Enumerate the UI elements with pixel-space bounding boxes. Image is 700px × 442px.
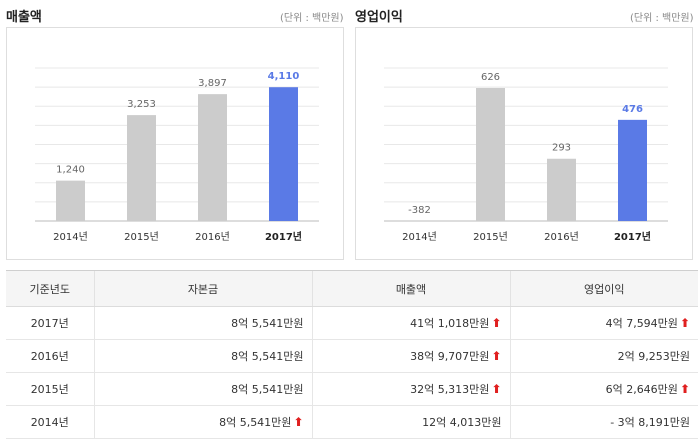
bar-value-label: 293 — [552, 143, 571, 154]
year-cell: 2014년 — [6, 405, 94, 439]
x-tick-label: 2014년 — [402, 231, 437, 243]
year-cell: 2015년 — [6, 372, 94, 406]
up-arrow-icon: ⬆ — [679, 316, 690, 330]
bar-value-label: 3,253 — [127, 99, 156, 110]
x-tick-label: 2017년 — [614, 230, 651, 243]
op-profit-cell: 2억 9,253만원 — [509, 339, 698, 373]
bar-2017년[interactable] — [269, 87, 298, 221]
table-row: 2015년 8억 5,541만원 32억 5,313만원 ⬆ 6억 2,646만원 ⬆ — [6, 372, 698, 406]
x-tick-label: 2016년 — [544, 231, 579, 243]
up-arrow-icon: ⬆ — [491, 316, 502, 330]
bar-value-label: 626 — [481, 72, 500, 83]
x-tick-label: 2014년 — [53, 231, 88, 243]
header-sales: 매출액 — [311, 270, 510, 307]
x-tick-label: 2017년 — [265, 230, 302, 243]
bar-value-label: 476 — [622, 104, 643, 115]
bar-value-label: 1,240 — [56, 165, 85, 176]
table-row: 2016년 8억 5,541만원 38억 9,707만원 ⬆ 2억 9,253만원 — [6, 339, 698, 373]
bar-2015년[interactable] — [127, 115, 156, 221]
op-profit-cell: 4억 7,594만원 ⬆ — [509, 306, 698, 340]
bar-2016년[interactable] — [547, 158, 576, 221]
op-profit-unit: (단위 : 백만원) — [630, 13, 694, 24]
year-cell: 2016년 — [6, 339, 94, 373]
sales-chart-svg: 1,240 2014년 3,253 2015년 3,897 2016년 4,110 2017년 — [35, 67, 319, 243]
bar-value-label: 4,110 — [268, 71, 300, 82]
sales-unit: (단위 : 백만원) — [280, 13, 344, 24]
sales-cell: 41억 1,018만원 ⬆ — [311, 306, 510, 340]
up-arrow-icon: ⬆ — [293, 415, 304, 429]
bar-2017년[interactable] — [618, 119, 647, 221]
table-row: 2014년 8억 5,541만원 ⬆ 12억 4,013만원 - 3억 8,191만원 — [6, 405, 698, 439]
bar-value-label: 3,897 — [198, 78, 227, 89]
header-op-profit: 영업이익 — [509, 270, 698, 307]
x-tick-label: 2015년 — [124, 231, 159, 243]
table-header-row: 기준년도 자본금 매출액 영업이익 — [6, 270, 698, 307]
bar-2015년[interactable] — [476, 87, 505, 221]
capital-cell: 8억 5,541만원 — [93, 372, 312, 406]
op-profit-cell: 6억 2,646만원 ⬆ — [509, 372, 698, 406]
op-profit-title: 영업이익 — [355, 10, 403, 25]
bar-2014년[interactable] — [56, 180, 85, 221]
sales-cell: 12억 4,013만원 — [311, 405, 510, 439]
up-arrow-icon: ⬆ — [679, 382, 690, 396]
financial-table: 기준년도 자본금 매출액 영업이익 2017년 8억 5,541만원 41억 1,0… — [6, 270, 698, 439]
sales-chart: 1,240 2014년 3,253 2015년 3,897 2016년 4,110 2017년 — [6, 27, 344, 260]
x-tick-label: 2015년 — [473, 231, 508, 243]
sales-title: 매출액 — [6, 10, 42, 25]
op-profit-chart-svg: -382 2014년 626 2015년 293 2016년 476 2017년 — [384, 67, 668, 243]
capital-cell: 8억 5,541만원 ⬆ — [93, 405, 312, 439]
header-year: 기준년도 — [6, 270, 94, 307]
table-row: 2017년 8억 5,541만원 41억 1,018만원 ⬆ 4억 7,594만원 ⬆ — [6, 306, 698, 340]
op-profit-cell: - 3억 8,191만원 — [509, 405, 698, 439]
x-tick-label: 2016년 — [195, 231, 230, 243]
capital-cell: 8억 5,541만원 — [93, 339, 312, 373]
header-capital: 자본금 — [93, 270, 312, 307]
up-arrow-icon: ⬆ — [491, 382, 502, 396]
capital-cell: 8억 5,541만원 — [93, 306, 312, 340]
bar-value-label: -382 — [408, 205, 431, 216]
up-arrow-icon: ⬆ — [491, 349, 502, 363]
bar-2016년[interactable] — [198, 94, 227, 221]
year-cell: 2017년 — [6, 306, 94, 340]
sales-cell: 32억 5,313만원 ⬆ — [311, 372, 510, 406]
sales-cell: 38억 9,707만원 ⬆ — [311, 339, 510, 373]
op-profit-chart: -382 2014년 626 2015년 293 2016년 476 2017년 — [355, 27, 693, 260]
